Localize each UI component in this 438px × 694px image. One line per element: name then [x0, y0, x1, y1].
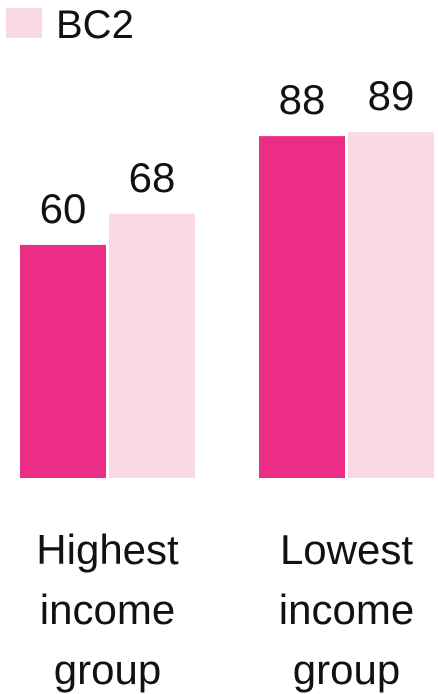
category-labels: Highest income group Lowest income group	[36, 526, 414, 693]
value-label-0-1: 68	[129, 154, 176, 201]
bar-0-1	[109, 213, 195, 478]
legend: BC2	[6, 3, 134, 47]
category-label-1-line-2: group	[293, 646, 400, 693]
bar-1-0	[259, 136, 345, 478]
value-label-1-1: 89	[368, 72, 415, 119]
legend-label-bc2: BC2	[56, 3, 134, 47]
value-label-0-0: 60	[40, 185, 87, 232]
bar-1-1	[348, 132, 434, 479]
bars	[20, 132, 434, 479]
category-label-0-line-1: income	[40, 586, 175, 633]
value-labels: 60 68 88 89	[40, 72, 415, 232]
category-label-1-line-1: income	[279, 586, 414, 633]
category-label-1-line-0: Lowest	[280, 526, 413, 573]
bar-0-0	[20, 244, 106, 478]
value-label-1-0: 88	[279, 76, 326, 123]
legend-swatch-bc2	[6, 8, 42, 38]
category-label-0-line-2: group	[54, 646, 161, 693]
category-label-0-line-0: Highest	[36, 526, 179, 573]
